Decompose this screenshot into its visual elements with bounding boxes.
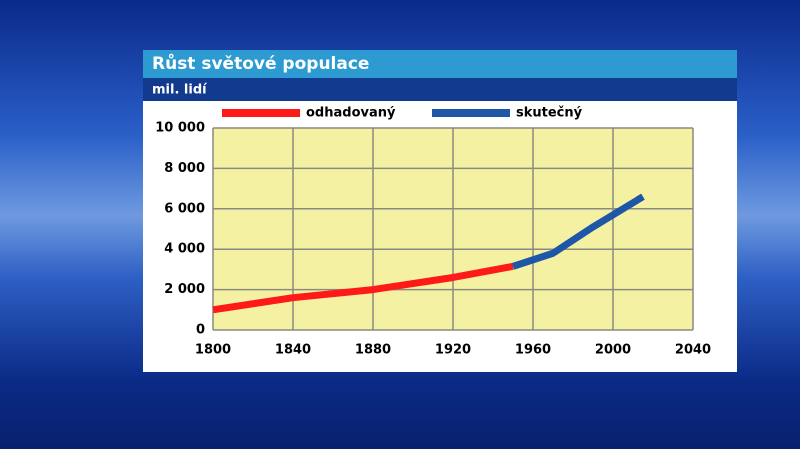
x-tick-label: 2000	[595, 343, 631, 358]
subtitle-bar	[143, 78, 737, 101]
title-bar	[143, 50, 737, 78]
y-tick-label: 6 000	[164, 201, 205, 216]
x-tick-label: 1880	[355, 343, 391, 358]
legend-label: skutečný	[516, 106, 583, 121]
y-tick-label: 0	[196, 323, 205, 338]
x-tick-label: 1920	[435, 343, 471, 358]
y-axis-unit: mil. lidí	[152, 83, 208, 98]
x-tick-label: 1840	[275, 343, 311, 358]
series-line	[511, 193, 645, 270]
y-tick-label: 2 000	[164, 282, 205, 297]
y-tick-label: 8 000	[164, 161, 205, 176]
legend-label: odhadovaný	[306, 106, 396, 121]
series-line	[212, 262, 514, 314]
x-tick-label: 1960	[515, 343, 551, 358]
y-tick-label: 10 000	[155, 121, 205, 136]
x-tick-label: 2040	[675, 343, 711, 358]
x-tick-label: 1800	[195, 343, 231, 358]
chart-title: Růst světové populace	[152, 52, 369, 74]
y-tick-label: 4 000	[164, 242, 205, 257]
